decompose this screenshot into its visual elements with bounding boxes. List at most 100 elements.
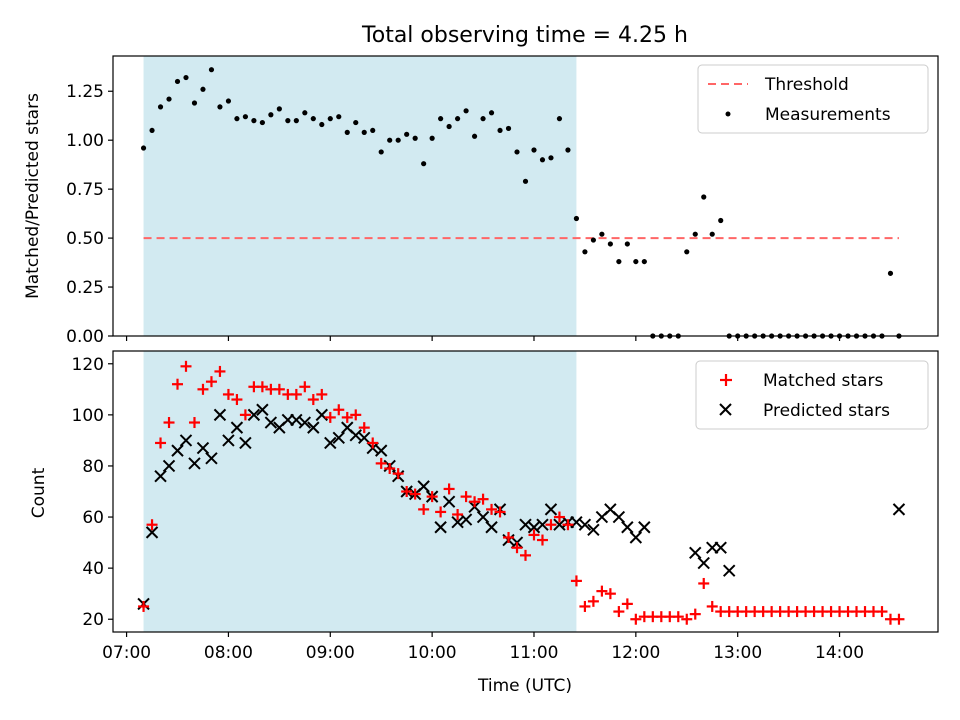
measurement-point [421,161,427,167]
predicted-point [349,429,362,442]
top-x-axis [125,336,841,341]
measurement-point [217,104,223,110]
matched-point [613,606,625,618]
predicted-point [722,564,736,577]
predicted-point [213,408,227,422]
measurement-point [616,258,622,265]
matched-point [172,378,184,390]
measurement-point [599,231,605,237]
matched-point [681,613,693,625]
measurement-point [166,96,172,102]
matched-point [528,529,540,541]
predicted-point [629,531,643,544]
measurement-point [522,178,529,184]
top-y-axis-label: Matched/Predicted stars [23,93,43,299]
bottom-legend-box [695,360,929,430]
matched-point [511,542,523,554]
predicted-point [375,444,388,457]
measurement-point [370,127,376,134]
predicted-point [451,515,464,529]
measurement-point [556,116,563,122]
measurement-point [709,231,715,237]
measurement-point [463,108,469,114]
measurement-point [480,116,486,122]
predicted-point [638,521,651,534]
top-y-tick-label: 0.25 [66,278,104,298]
matched-point [621,598,633,610]
matched-point [435,506,447,518]
measurement-point [353,119,359,126]
predicted-point [544,503,558,516]
measurement-point [285,118,291,124]
predicted-point [519,518,532,531]
measurement-point [268,112,274,118]
bottom-y-tick-label: 60 [82,508,104,528]
bottom-y-tick-label: 100 [72,406,104,426]
measurement-point [404,131,410,137]
matched-point [604,588,616,600]
measurement-point [378,149,384,155]
bottom-y-tick-label: 40 [82,559,104,579]
predicted-point [196,441,210,455]
predicted-point [230,421,244,434]
predicted-point [527,521,541,534]
measurement-point [887,270,894,276]
top-y-tick-label: 0.50 [66,229,104,249]
predicted-point [485,521,498,534]
predicted-point [434,521,447,534]
measurement-point [429,135,435,141]
bottom-x-tick-label: 13:00 [713,643,762,663]
matched-layer [138,360,905,625]
matched-point [520,549,531,561]
predicted-point [222,434,235,447]
matched-point [460,491,472,503]
measurement-point [276,106,282,112]
bottom-x-tick-label: 14:00 [815,643,864,663]
matched-point [155,437,167,449]
matched-point [367,437,379,449]
predicted-point [247,408,261,422]
matched-point [231,394,243,406]
predicted-point [587,523,600,537]
measurement-point [183,74,189,81]
predicted-point [714,541,727,554]
bottom-highlight-span [143,351,577,632]
bottom-axes-frame [112,350,939,633]
predicted-point [621,521,634,534]
x-axis-label: Time (UTC) [477,676,572,696]
matched-point [197,383,209,395]
bottom-x-tick-label: 09:00 [306,643,355,663]
chart-title: Total observing time = 4.25 h [361,23,688,48]
bottom-panel: 20 40 60 80 100 120 07:00 08:00 09:00 10:00 11:00… [29,350,939,696]
measurement-point [234,116,240,122]
measurement-point [565,147,571,153]
matched-point [426,491,438,503]
measurement-point [471,133,478,139]
measurement-point [140,145,147,151]
measurement-point [361,129,367,135]
measurement-point [242,114,249,120]
measurement-point [488,110,495,116]
matched-point [146,519,158,531]
matched-point [401,486,413,497]
matched-point [409,488,421,500]
measurement-point [505,125,512,132]
measurement-point [208,67,215,73]
bottom-y-axis-label: Count [29,467,49,518]
legend-predicted-swatch [719,403,732,416]
top-y-tick-label: 1.25 [66,82,104,102]
measurement-point [344,129,350,135]
measurement-point [718,217,724,224]
matched-point [579,600,591,612]
bottom-x-tick-label: 07:00 [102,643,151,663]
matched-point [494,506,506,518]
bottom-y-axis: 20 40 60 80 100 120 [72,355,113,630]
measurement-point [387,137,393,143]
matched-point [333,404,345,416]
matched-point [375,457,387,469]
predicted-point [205,452,218,465]
top-legend-box [697,64,929,134]
measurement-point [336,114,342,120]
measurement-point [200,86,206,92]
